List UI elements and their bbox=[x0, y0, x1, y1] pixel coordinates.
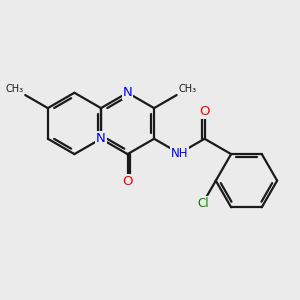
Text: O: O bbox=[122, 175, 133, 188]
Text: CH₃: CH₃ bbox=[6, 83, 24, 94]
Text: NH: NH bbox=[171, 147, 188, 160]
Text: Cl: Cl bbox=[197, 197, 208, 210]
Text: O: O bbox=[199, 105, 210, 118]
Text: N: N bbox=[123, 86, 132, 99]
Text: N: N bbox=[96, 132, 106, 145]
Text: CH₃: CH₃ bbox=[178, 83, 196, 94]
